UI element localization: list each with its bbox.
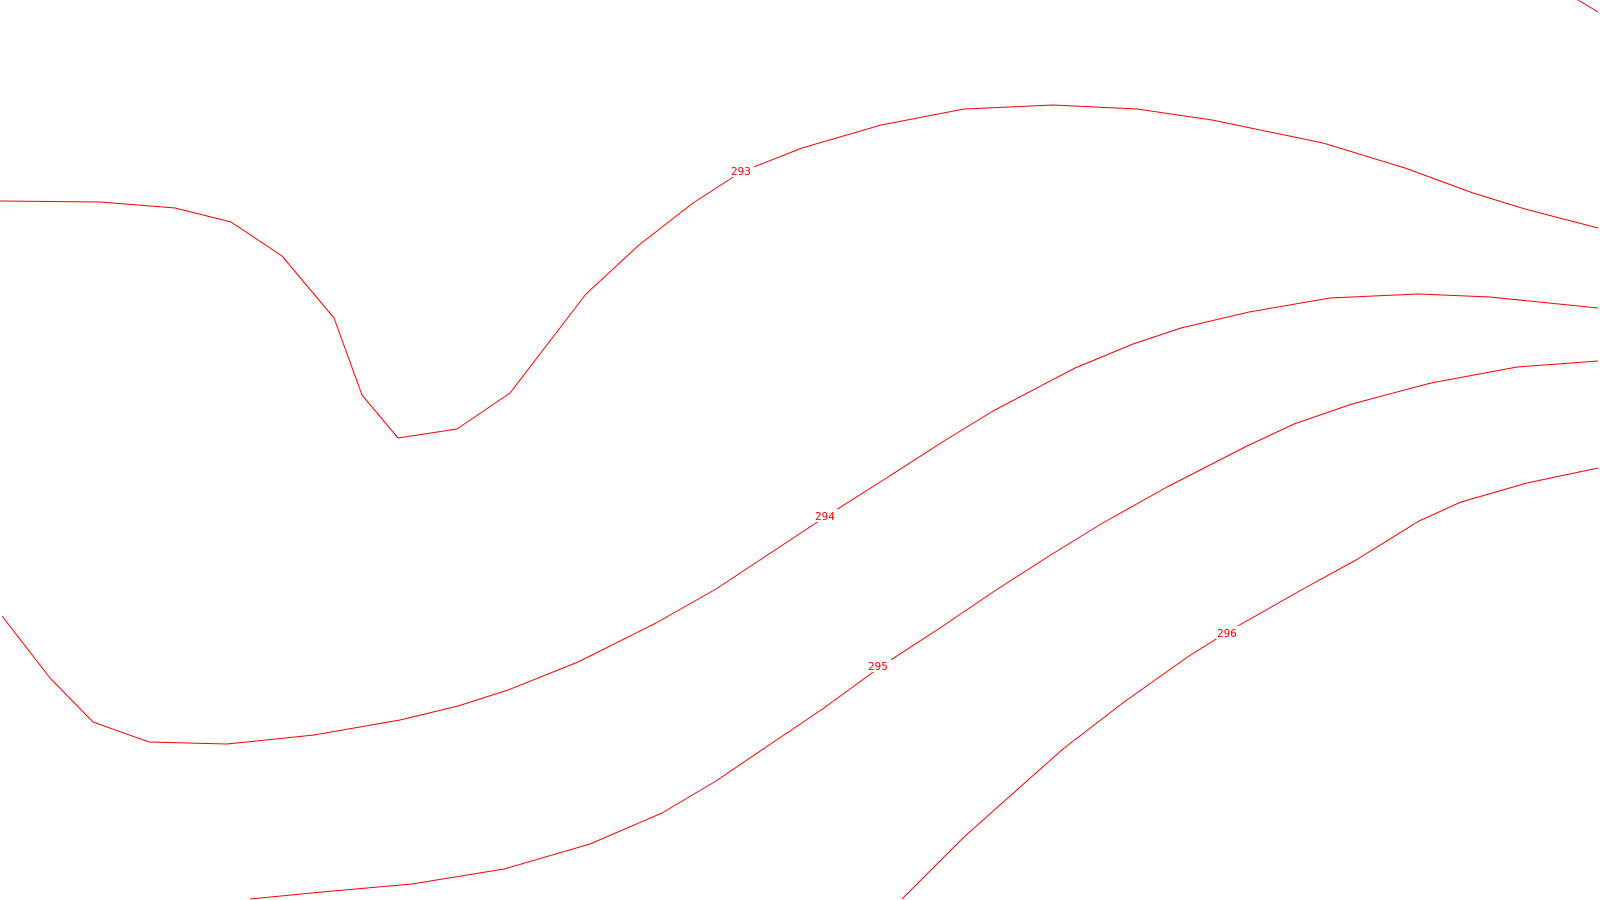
contour-line-295 bbox=[249, 360, 1599, 900]
contour-label-296: 296 bbox=[1217, 627, 1237, 640]
contour-label-293: 293 bbox=[731, 165, 751, 178]
contour-line-294 bbox=[1, 293, 1599, 745]
label-gap-294 bbox=[814, 509, 838, 522]
contour-line-293 bbox=[0, 104, 1599, 439]
contour-label-294: 294 bbox=[815, 510, 835, 523]
label-gap-293 bbox=[730, 164, 754, 177]
label-gap-296 bbox=[1216, 626, 1240, 639]
contour-line-fragment bbox=[1577, 0, 1599, 13]
label-gap-295 bbox=[867, 659, 891, 672]
contour-line-296 bbox=[901, 467, 1599, 900]
contour-label-295: 295 bbox=[868, 660, 888, 673]
